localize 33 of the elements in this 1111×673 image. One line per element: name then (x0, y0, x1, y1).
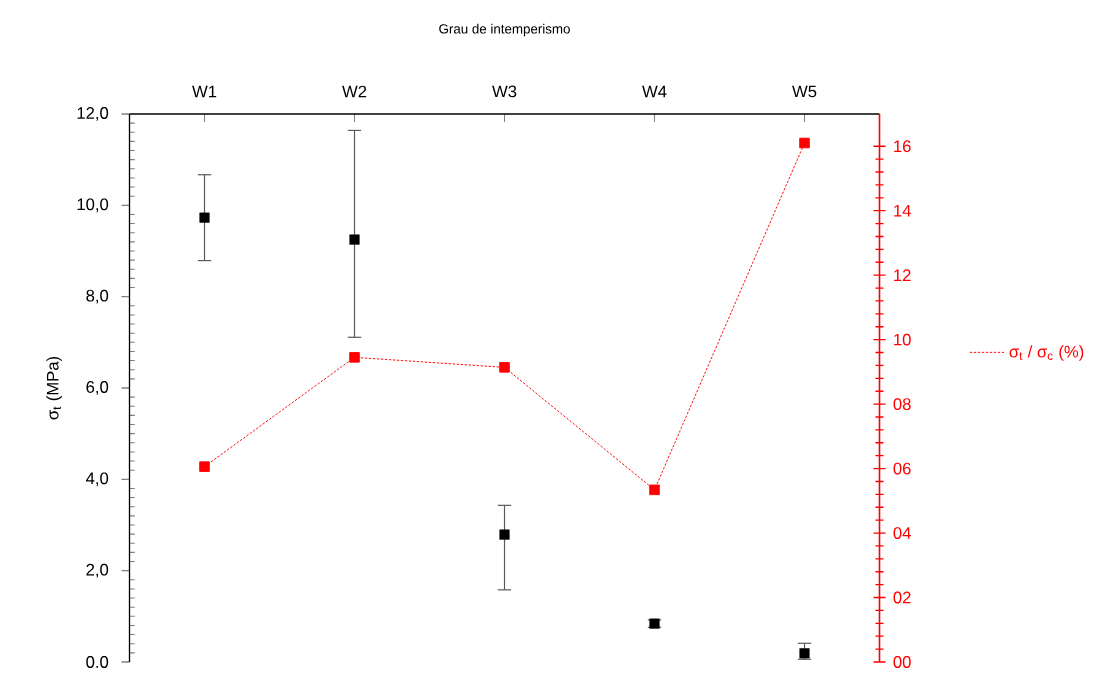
y-axis-title: σ$_{t}$ (MPa) (46, 356, 62, 420)
y2-tick-label: 10 (894, 333, 911, 346)
y-tick-label: 6,0 (86, 381, 109, 395)
point (199, 461, 210, 472)
y2-tick-label: 16 (894, 140, 911, 153)
point (499, 529, 510, 540)
point (799, 648, 810, 659)
y2-tick-label: 08 (893, 398, 911, 411)
x-tick-label: W1 (192, 85, 217, 98)
y-tick-label: 4,0 (86, 472, 109, 487)
y-tick-label: 0.0 (86, 656, 109, 668)
point (349, 352, 360, 363)
y2-tick-label: 06 (893, 462, 911, 475)
y2-tick-label: 00 (893, 656, 911, 668)
y2-tick-label: 12 (894, 269, 911, 281)
point (499, 362, 510, 373)
point (799, 137, 810, 149)
y2-tick-label: 02 (893, 591, 911, 604)
x-axis-title: Grau de intemperismo (439, 23, 570, 37)
x-tick-label: W3 (492, 85, 517, 98)
y2-tick-label: 04 (893, 527, 911, 539)
x-tick-label: W4 (642, 85, 667, 98)
point (199, 212, 210, 223)
y-tick-label: 2,0 (86, 563, 109, 578)
x-tick-label: W2 (342, 85, 367, 98)
y2-tick-label: 14 (894, 204, 911, 217)
y-tick-label: 12,0 (77, 107, 109, 121)
y-tick-label: 8,0 (86, 289, 109, 304)
legend-label: σ$_{t}$ / σ$_{c}$ (%) (1009, 345, 1084, 361)
x-tick-label: W5 (792, 85, 817, 98)
point (349, 234, 360, 245)
y-tick-label: 10,0 (77, 198, 109, 213)
point (649, 484, 660, 496)
